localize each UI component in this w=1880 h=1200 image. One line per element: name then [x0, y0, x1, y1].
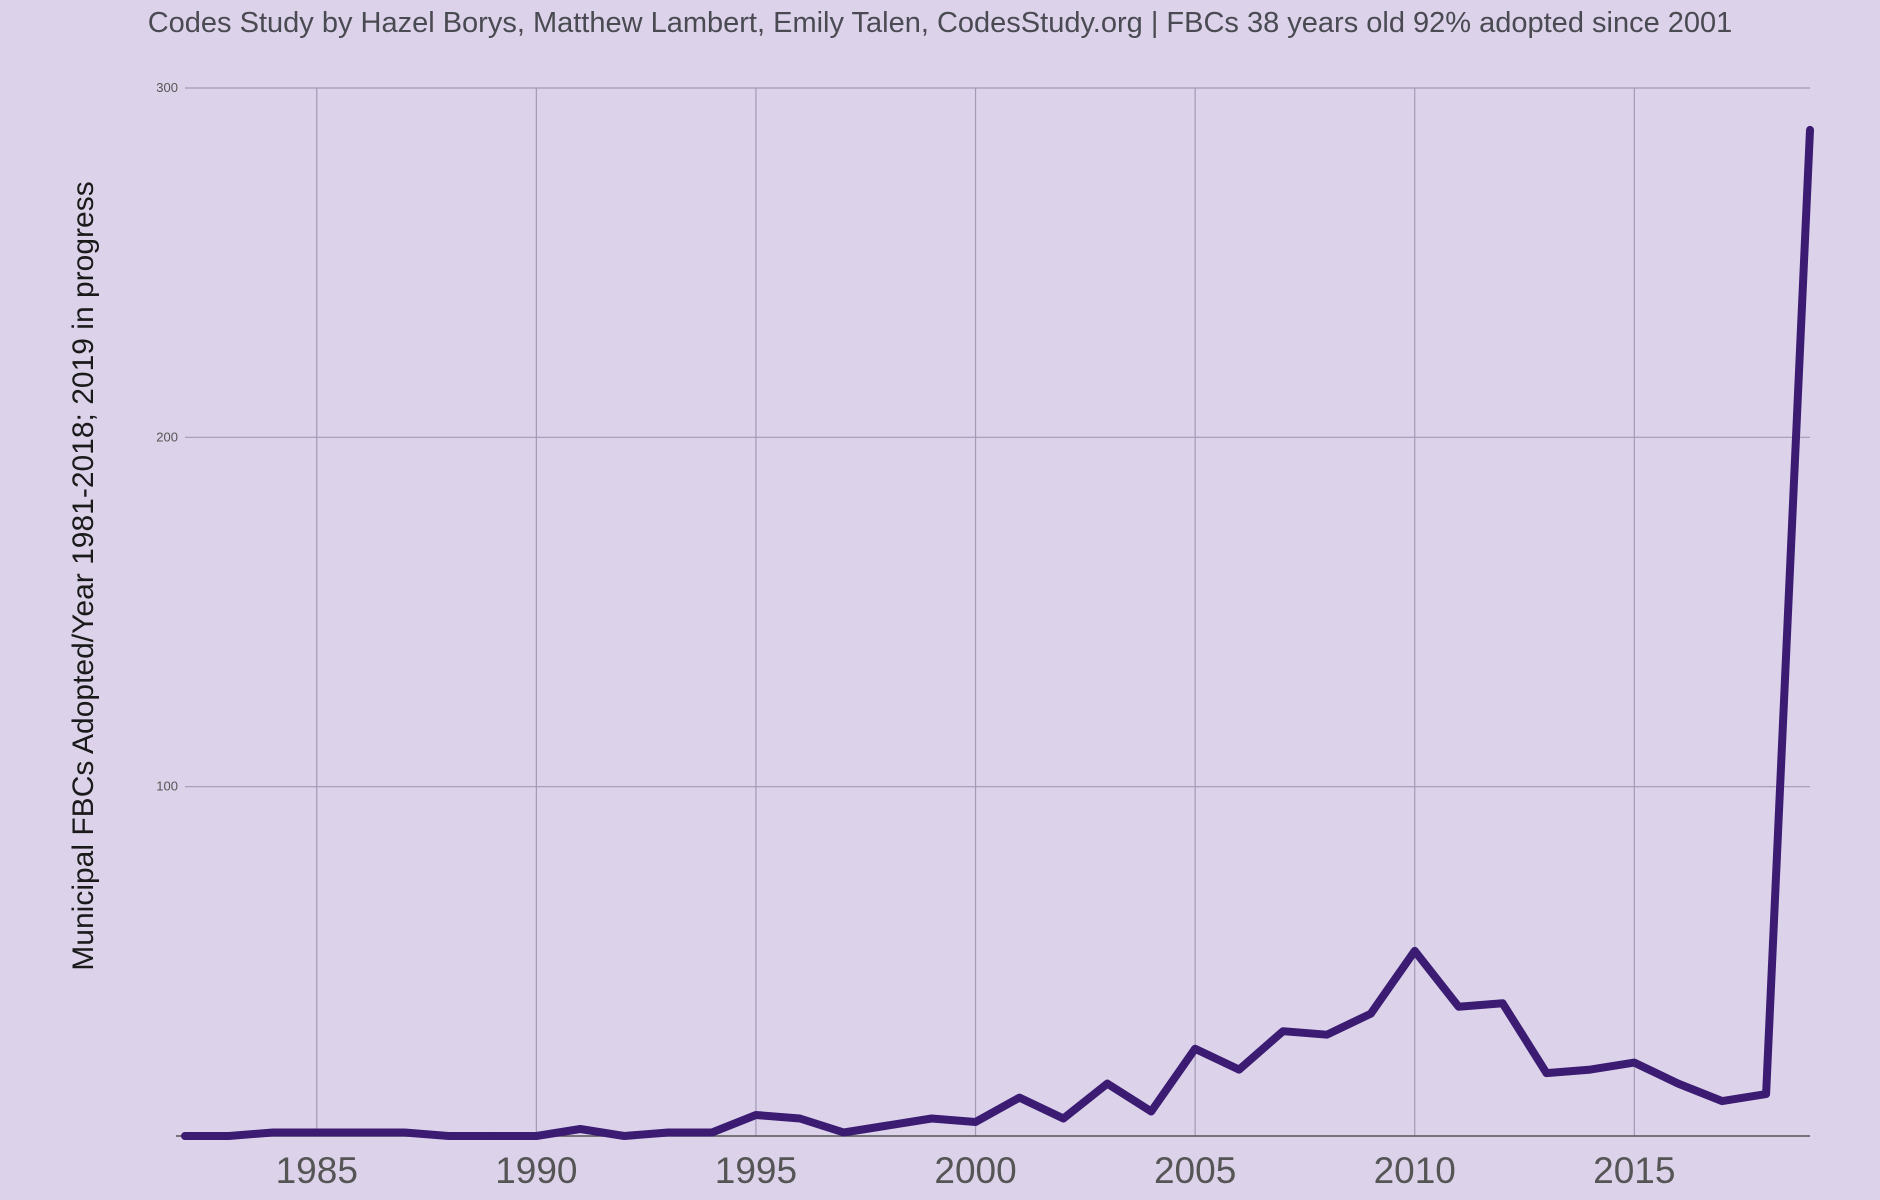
data-point	[1543, 1070, 1550, 1077]
data-point	[269, 1129, 276, 1136]
data-point	[1323, 1031, 1330, 1038]
data-point	[1587, 1066, 1594, 1073]
y-tick-label: 300	[156, 80, 178, 95]
x-tick-label: 2015	[1593, 1150, 1675, 1191]
series-group	[181, 125, 1814, 1140]
data-point	[1016, 1094, 1023, 1101]
chart-title: Codes Study by Hazel Borys, Matthew Lamb…	[148, 7, 1733, 39]
data-point	[1631, 1059, 1638, 1066]
y-tick-label: 100	[156, 779, 178, 794]
data-point	[621, 1133, 628, 1139]
data-point	[1060, 1115, 1067, 1122]
data-point	[1675, 1080, 1682, 1087]
data-point	[357, 1129, 364, 1136]
data-point	[489, 1133, 496, 1139]
x-tick-label: 2000	[934, 1150, 1016, 1191]
data-point	[313, 1129, 320, 1136]
data-point	[1411, 947, 1418, 954]
grid-lines	[185, 87, 1810, 1136]
data-point	[1763, 1091, 1770, 1098]
x-tick-label: 2005	[1154, 1150, 1236, 1191]
data-point	[1499, 1000, 1506, 1007]
y-tick-label: 200	[156, 429, 178, 444]
data-point	[533, 1133, 540, 1139]
data-point	[796, 1115, 803, 1122]
data-point	[182, 1133, 188, 1139]
data-point	[928, 1115, 935, 1122]
data-point	[1236, 1066, 1243, 1073]
series-line	[181, 125, 1814, 1140]
data-point	[1367, 1010, 1374, 1017]
data-point	[709, 1129, 715, 1136]
data-point	[1280, 1028, 1286, 1035]
data-point	[1719, 1098, 1726, 1105]
data-point	[840, 1129, 847, 1136]
data-point	[1455, 1003, 1462, 1010]
data-point	[1192, 1045, 1199, 1052]
y-axis-label: Municipal FBCs Adopted/Year 1981-2018; 2…	[67, 181, 100, 970]
data-point	[972, 1119, 979, 1125]
data-point	[401, 1129, 408, 1136]
x-tick-label: 1990	[495, 1150, 577, 1191]
data-point	[752, 1112, 759, 1118]
data-point	[225, 1133, 232, 1139]
x-tick-label: 1985	[276, 1150, 358, 1191]
axes: 300 200 100 1985 1990 1995 2000 2005 2010 2015	[156, 80, 1810, 1191]
data-point	[1104, 1080, 1111, 1087]
data-point	[1807, 126, 1813, 133]
data-point	[1148, 1108, 1155, 1115]
data-point	[445, 1133, 452, 1139]
x-tick-label: 1995	[715, 1150, 797, 1191]
data-point	[577, 1126, 584, 1132]
data-point	[665, 1129, 672, 1136]
x-tick-label: 2010	[1374, 1150, 1456, 1191]
data-point	[884, 1122, 891, 1129]
